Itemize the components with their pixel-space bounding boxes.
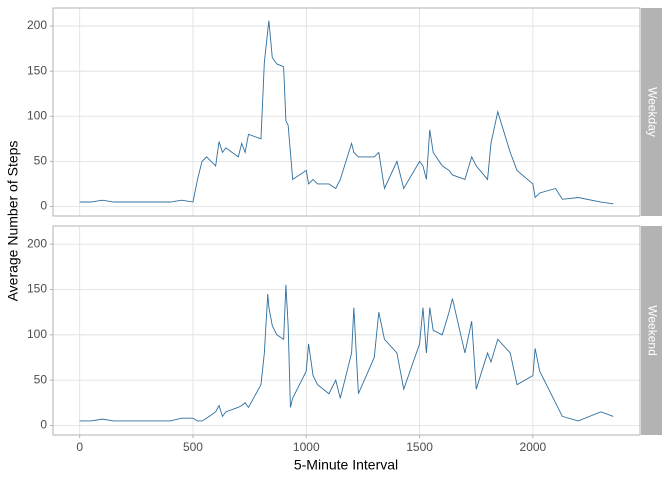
panel-border <box>52 7 641 217</box>
x-tick-label: 1500 <box>406 440 433 454</box>
y-tick-label: 200 <box>27 18 47 32</box>
y-tick-label: 0 <box>40 199 47 213</box>
y-axis-title: Average Number of Steps <box>5 141 21 302</box>
y-tick-label: 50 <box>34 154 48 168</box>
y-tick-label: 50 <box>34 372 48 386</box>
strip-label: Weekend <box>645 305 659 355</box>
y-tick-label: 0 <box>40 418 47 432</box>
strip <box>641 226 662 435</box>
y-tick-label: 200 <box>27 236 47 250</box>
x-tick-label: 2000 <box>520 440 547 454</box>
x-tick-label: 1000 <box>293 440 320 454</box>
line <box>79 20 614 205</box>
strip <box>641 8 662 216</box>
x-axis-title: 5-Minute Interval <box>294 457 398 473</box>
y-tick-label: 100 <box>27 108 47 122</box>
strip-label: Weekday <box>645 87 659 137</box>
panel-border <box>52 225 641 436</box>
y-tick-label: 150 <box>27 63 47 77</box>
x-tick-label: 0 <box>76 440 83 454</box>
panel <box>53 226 640 435</box>
x-tick-label: 500 <box>183 440 203 454</box>
line <box>79 284 614 422</box>
y-tick-label: 150 <box>27 282 47 296</box>
y-tick-label: 100 <box>27 327 47 341</box>
panel <box>53 8 640 216</box>
